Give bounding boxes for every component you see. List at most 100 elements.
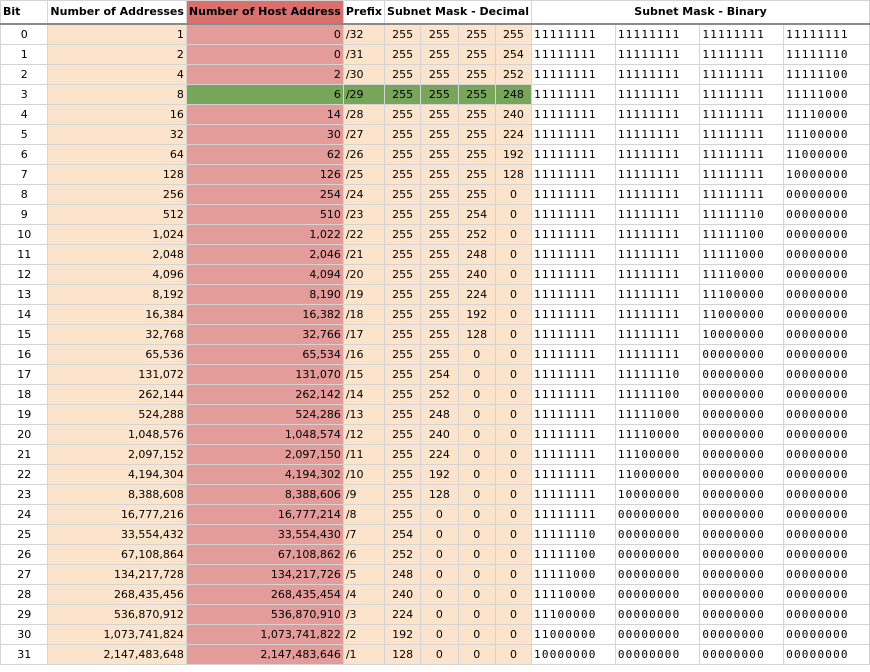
cell-number-of-host-address[interactable]: 4,094 bbox=[185, 264, 344, 285]
cell-mask-decimal-octet-2[interactable]: 255 bbox=[420, 64, 459, 85]
cell-bit[interactable]: 0 bbox=[0, 23, 49, 45]
cell-prefix[interactable]: /3 bbox=[342, 604, 386, 625]
cell-mask-decimal-octet-3[interactable]: 0 bbox=[457, 424, 496, 445]
cell-bit[interactable]: 26 bbox=[0, 544, 49, 565]
cell-bit[interactable]: 10 bbox=[0, 224, 49, 245]
cell-mask-binary-octet-1[interactable]: 11111111 bbox=[531, 364, 616, 385]
cell-number-of-host-address[interactable]: 524,286 bbox=[185, 404, 344, 425]
cell-mask-decimal-octet-3[interactable]: 0 bbox=[457, 544, 496, 565]
cell-mask-binary-octet-1[interactable]: 11111111 bbox=[531, 284, 616, 305]
cell-mask-binary-octet-1[interactable]: 11111111 bbox=[531, 164, 616, 185]
cell-number-of-host-address[interactable]: 510 bbox=[185, 204, 344, 225]
cell-mask-decimal-octet-2[interactable]: 224 bbox=[420, 444, 459, 465]
cell-bit[interactable]: 22 bbox=[0, 464, 49, 485]
cell-bit[interactable]: 2 bbox=[0, 64, 49, 85]
cell-number-of-addresses[interactable]: 134,217,728 bbox=[47, 564, 187, 585]
cell-prefix[interactable]: /9 bbox=[342, 484, 386, 505]
cell-bit[interactable]: 12 bbox=[0, 264, 49, 285]
cell-mask-decimal-octet-4[interactable]: 255 bbox=[494, 23, 533, 45]
cell-number-of-host-address[interactable]: 14 bbox=[185, 104, 344, 125]
cell-mask-decimal-octet-3[interactable]: 255 bbox=[457, 164, 496, 185]
cell-mask-binary-octet-3[interactable]: 11100000 bbox=[699, 284, 785, 305]
cell-number-of-addresses[interactable]: 4 bbox=[47, 64, 187, 85]
cell-bit[interactable]: 30 bbox=[0, 624, 49, 645]
cell-prefix[interactable]: /14 bbox=[342, 384, 386, 405]
cell-mask-binary-octet-3[interactable]: 11111111 bbox=[699, 44, 785, 65]
cell-mask-decimal-octet-4[interactable]: 240 bbox=[494, 104, 533, 125]
cell-number-of-addresses[interactable]: 1,073,741,824 bbox=[47, 624, 187, 645]
cell-mask-decimal-octet-2[interactable]: 255 bbox=[420, 324, 459, 345]
cell-mask-binary-octet-1[interactable]: 11111111 bbox=[531, 44, 616, 65]
cell-number-of-addresses[interactable]: 268,435,456 bbox=[47, 584, 187, 605]
cell-mask-decimal-octet-3[interactable]: 0 bbox=[457, 384, 496, 405]
cell-mask-binary-octet-2[interactable]: 00000000 bbox=[614, 624, 701, 645]
cell-bit[interactable]: 24 bbox=[0, 504, 49, 525]
cell-prefix[interactable]: /6 bbox=[342, 544, 386, 565]
cell-number-of-host-address[interactable]: 67,108,862 bbox=[185, 544, 344, 565]
cell-mask-binary-octet-1[interactable]: 11111111 bbox=[531, 404, 616, 425]
cell-number-of-addresses[interactable]: 512 bbox=[47, 204, 187, 225]
cell-mask-binary-octet-4[interactable]: 00000000 bbox=[783, 284, 870, 305]
cell-bit[interactable]: 23 bbox=[0, 484, 49, 505]
cell-mask-decimal-octet-3[interactable]: 254 bbox=[457, 204, 496, 225]
cell-mask-binary-octet-3[interactable]: 00000000 bbox=[699, 364, 785, 385]
cell-mask-decimal-octet-2[interactable]: 0 bbox=[420, 564, 459, 585]
cell-mask-decimal-octet-1[interactable]: 254 bbox=[384, 524, 422, 545]
cell-mask-decimal-octet-4[interactable]: 0 bbox=[494, 184, 533, 205]
cell-mask-binary-octet-3[interactable]: 00000000 bbox=[699, 404, 785, 425]
cell-mask-binary-octet-2[interactable]: 00000000 bbox=[614, 544, 701, 565]
cell-mask-binary-octet-2[interactable]: 11111110 bbox=[614, 364, 701, 385]
cell-mask-decimal-octet-2[interactable]: 240 bbox=[420, 424, 459, 445]
cell-mask-binary-octet-4[interactable]: 00000000 bbox=[783, 184, 870, 205]
cell-mask-binary-octet-1[interactable]: 11111111 bbox=[531, 344, 616, 365]
cell-number-of-addresses[interactable]: 128 bbox=[47, 164, 187, 185]
cell-prefix[interactable]: /32 bbox=[342, 23, 386, 45]
cell-mask-binary-octet-2[interactable]: 11000000 bbox=[614, 464, 701, 485]
cell-prefix[interactable]: /5 bbox=[342, 564, 386, 585]
cell-mask-binary-octet-1[interactable]: 11111111 bbox=[531, 484, 616, 505]
cell-mask-binary-octet-3[interactable]: 00000000 bbox=[699, 384, 785, 405]
cell-mask-decimal-octet-2[interactable]: 255 bbox=[420, 84, 459, 105]
cell-mask-decimal-octet-2[interactable]: 248 bbox=[420, 404, 459, 425]
cell-mask-decimal-octet-2[interactable]: 192 bbox=[420, 464, 459, 485]
cell-number-of-host-address[interactable]: 254 bbox=[185, 184, 344, 205]
cell-mask-binary-octet-4[interactable]: 11111111 bbox=[783, 23, 870, 45]
cell-number-of-host-address[interactable]: 62 bbox=[185, 144, 344, 165]
cell-mask-decimal-octet-2[interactable]: 0 bbox=[420, 544, 459, 565]
cell-number-of-host-address[interactable]: 4,194,302 bbox=[185, 464, 344, 485]
cell-number-of-host-address[interactable]: 8,388,606 bbox=[185, 484, 344, 505]
cell-mask-decimal-octet-2[interactable]: 255 bbox=[420, 304, 459, 325]
cell-mask-binary-octet-3[interactable]: 00000000 bbox=[699, 584, 785, 605]
cell-mask-decimal-octet-3[interactable]: 255 bbox=[457, 64, 496, 85]
cell-bit[interactable]: 29 bbox=[0, 604, 49, 625]
cell-number-of-host-address[interactable]: 2,046 bbox=[185, 244, 344, 265]
cell-prefix[interactable]: /23 bbox=[342, 204, 386, 225]
cell-mask-binary-octet-4[interactable]: 11110000 bbox=[783, 104, 870, 125]
cell-mask-binary-octet-3[interactable]: 11111111 bbox=[699, 164, 785, 185]
cell-mask-binary-octet-3[interactable]: 10000000 bbox=[699, 324, 785, 345]
cell-mask-binary-octet-3[interactable]: 11111110 bbox=[699, 204, 785, 225]
cell-mask-decimal-octet-2[interactable]: 0 bbox=[420, 504, 459, 525]
cell-mask-binary-octet-1[interactable]: 11111111 bbox=[531, 244, 616, 265]
cell-mask-decimal-octet-1[interactable]: 128 bbox=[384, 644, 422, 665]
cell-mask-decimal-octet-1[interactable]: 255 bbox=[384, 504, 422, 525]
cell-mask-decimal-octet-2[interactable]: 255 bbox=[420, 44, 459, 65]
cell-mask-binary-octet-1[interactable]: 11111111 bbox=[531, 204, 616, 225]
cell-mask-decimal-octet-1[interactable]: 255 bbox=[384, 204, 422, 225]
cell-prefix[interactable]: /15 bbox=[342, 364, 386, 385]
cell-mask-binary-octet-3[interactable]: 11111111 bbox=[699, 144, 785, 165]
cell-mask-binary-octet-4[interactable]: 00000000 bbox=[783, 564, 870, 585]
cell-number-of-addresses[interactable]: 16 bbox=[47, 104, 187, 125]
cell-mask-binary-octet-3[interactable]: 11111111 bbox=[699, 64, 785, 85]
cell-mask-binary-octet-3[interactable]: 00000000 bbox=[699, 344, 785, 365]
cell-mask-binary-octet-4[interactable]: 00000000 bbox=[783, 364, 870, 385]
header-bit[interactable]: Bit bbox=[0, 0, 49, 25]
cell-mask-binary-octet-4[interactable]: 00000000 bbox=[783, 304, 870, 325]
cell-mask-binary-octet-2[interactable]: 11111111 bbox=[614, 204, 701, 225]
cell-prefix[interactable]: /13 bbox=[342, 404, 386, 425]
cell-mask-decimal-octet-3[interactable]: 0 bbox=[457, 644, 496, 665]
cell-mask-binary-octet-4[interactable]: 00000000 bbox=[783, 204, 870, 225]
cell-mask-decimal-octet-1[interactable]: 255 bbox=[384, 144, 422, 165]
cell-mask-decimal-octet-1[interactable]: 255 bbox=[384, 264, 422, 285]
cell-number-of-host-address[interactable]: 126 bbox=[185, 164, 344, 185]
